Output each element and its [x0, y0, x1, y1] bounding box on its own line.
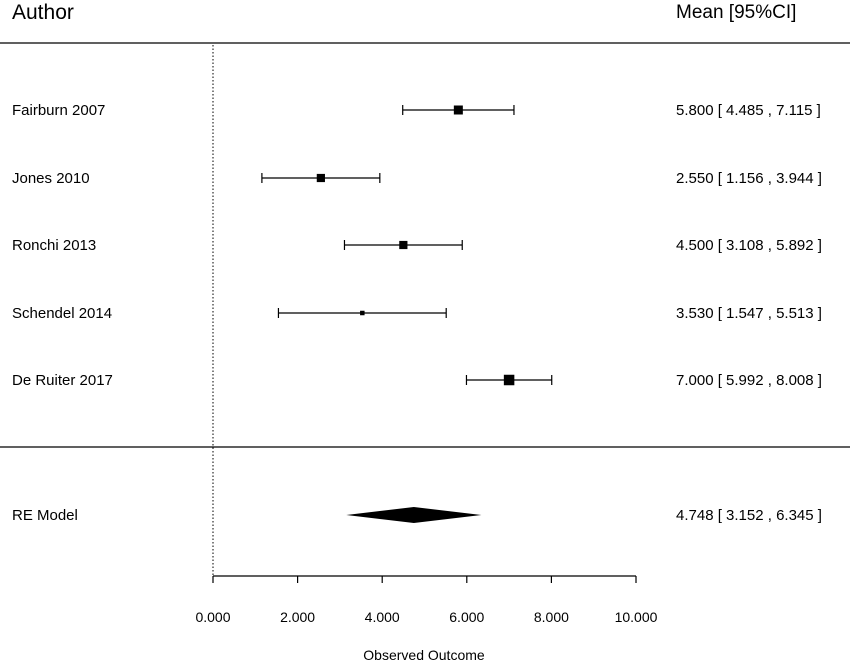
- study-author-label: Fairburn 2007: [12, 102, 105, 119]
- estimate-label: 2.550 [ 1.156 , 3.944 ]: [676, 170, 822, 187]
- study-rows: Fairburn 2007 5.800 [ 4.485 , 7.115 ] Jone…: [12, 102, 822, 389]
- point-estimate: [503, 374, 515, 386]
- estimate-column-header: Mean [95%CI]: [676, 2, 796, 23]
- x-tick-label: 6.000: [449, 609, 484, 625]
- x-axis: 0.000 2.000 4.000 6.000 8.000 10.000: [195, 575, 658, 625]
- point-estimate: [399, 240, 408, 250]
- study-author-label: De Ruiter 2017: [12, 372, 113, 389]
- study-row: Ronchi 2013 4.500 [ 3.108 , 5.892 ]: [12, 237, 822, 254]
- x-tick-label: 2.000: [280, 609, 315, 625]
- study-author-label: Ronchi 2013: [12, 237, 96, 254]
- study-row: Fairburn 2007 5.800 [ 4.485 , 7.115 ]: [12, 102, 821, 119]
- study-author-label: Jones 2010: [12, 170, 90, 187]
- x-tick-label: 0.000: [195, 609, 230, 625]
- study-row: Schendel 2014 3.530 [ 1.547 , 5.513 ]: [12, 305, 822, 322]
- study-row: Jones 2010 2.550 [ 1.156 , 3.944 ]: [12, 170, 822, 187]
- point-estimate: [316, 173, 325, 183]
- summary-row: RE Model 4.748 [ 3.152 , 6.345 ]: [12, 507, 822, 524]
- summary-label: RE Model: [12, 507, 78, 524]
- author-column-header: Author: [12, 1, 74, 24]
- estimate-label: 4.500 [ 3.108 , 5.892 ]: [676, 237, 822, 254]
- estimate-label: 5.800 [ 4.485 , 7.115 ]: [676, 102, 821, 119]
- x-tick-label: 4.000: [365, 609, 400, 625]
- x-axis-title: Observed Outcome: [363, 647, 485, 662]
- point-estimate: [453, 105, 463, 115]
- point-estimate: [360, 310, 365, 316]
- study-author-label: Schendel 2014: [12, 305, 112, 322]
- x-tick-label: 8.000: [534, 609, 569, 625]
- study-row: De Ruiter 2017 7.000 [ 5.992 , 8.008 ]: [12, 372, 822, 389]
- summary-diamond: [346, 507, 482, 523]
- summary-estimate-label: 4.748 [ 3.152 , 6.345 ]: [676, 507, 822, 524]
- estimate-label: 7.000 [ 5.992 , 8.008 ]: [676, 372, 822, 389]
- estimate-label: 3.530 [ 1.547 , 5.513 ]: [676, 305, 822, 322]
- x-tick-label: 10.000: [615, 609, 658, 625]
